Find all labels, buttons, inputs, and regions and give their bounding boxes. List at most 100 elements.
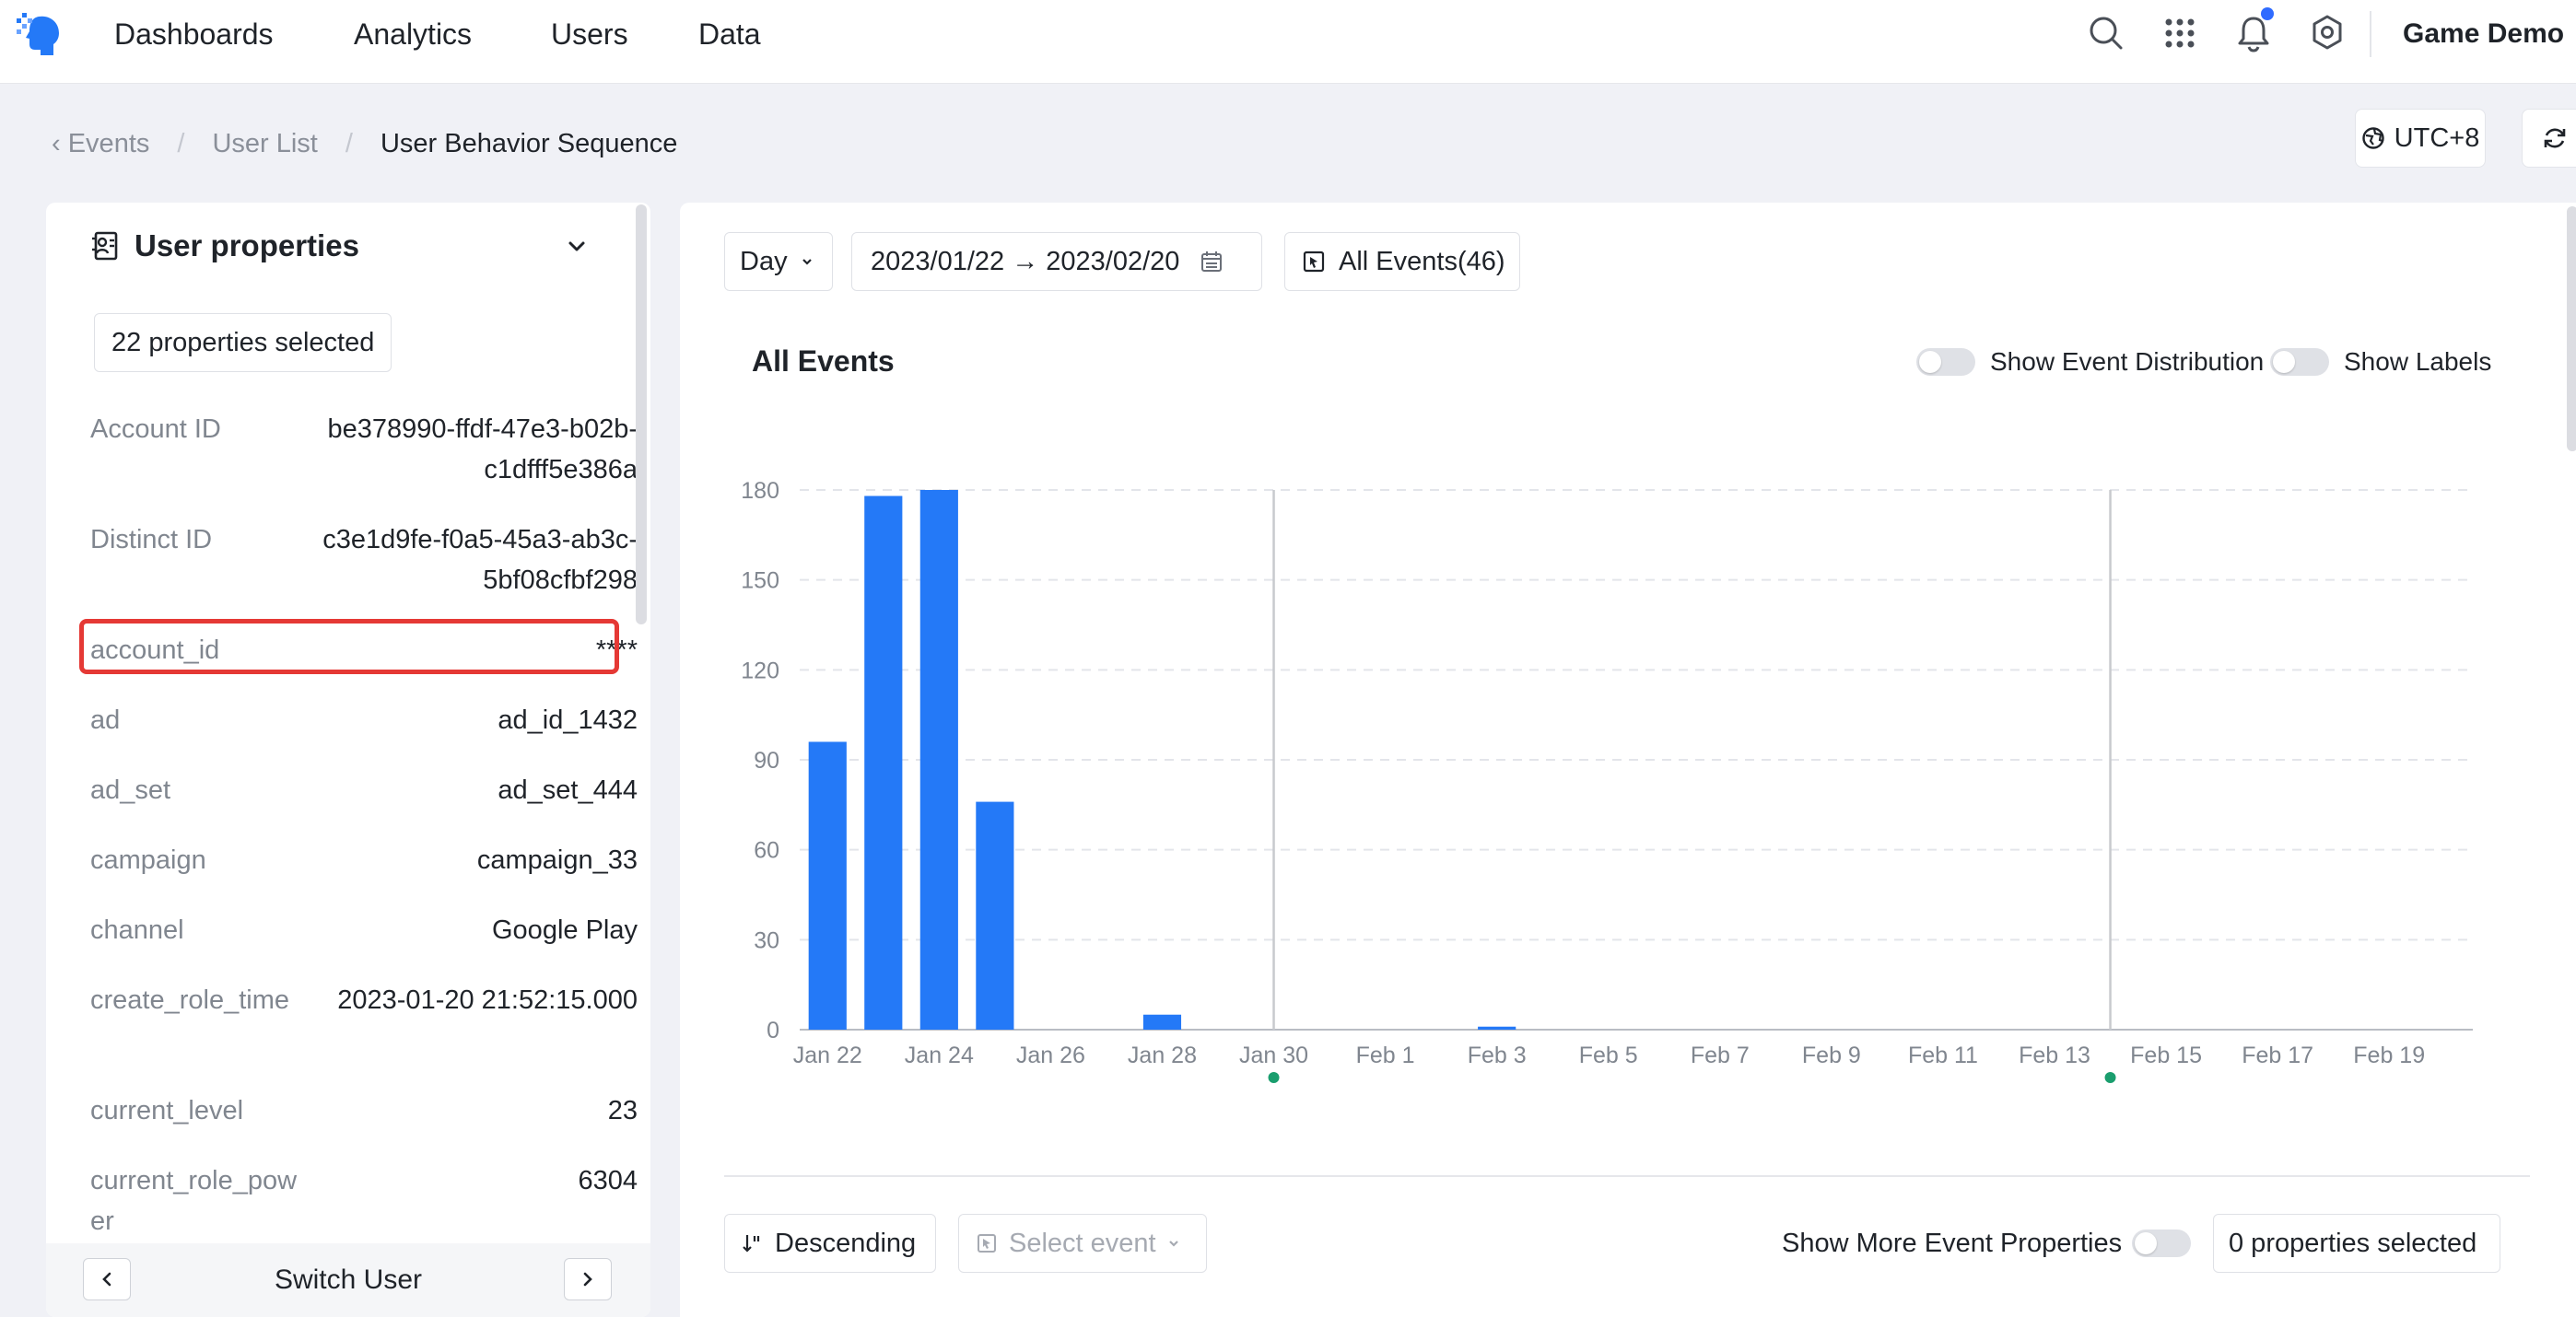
bar (808, 741, 847, 1030)
property-key: account_id (90, 635, 220, 665)
bell-icon[interactable] (2233, 13, 2274, 53)
nav-dashboards[interactable]: Dashboards (114, 17, 274, 51)
apps-grid-icon[interactable] (2160, 13, 2200, 53)
y-tick-label: 90 (754, 748, 779, 774)
back-chevron-icon[interactable]: ‹ (52, 129, 68, 158)
event-distribution-toggle[interactable] (1916, 348, 1975, 376)
show-labels-label: Show Labels (2344, 347, 2492, 376)
y-tick-label: 0 (767, 1018, 779, 1043)
nav-analytics[interactable]: Analytics (354, 17, 473, 51)
logo-icon[interactable] (13, 7, 66, 61)
x-tick-label: Feb 7 (1691, 1043, 1750, 1068)
more-event-properties-label: Show More Event Properties (1782, 1229, 2123, 1258)
y-tick-label: 180 (741, 478, 779, 504)
user-properties-header: User properties (90, 228, 359, 263)
x-tick-label: Feb 9 (1802, 1043, 1861, 1068)
refresh-icon (2544, 128, 2566, 148)
events-filter-button[interactable]: All Events(46) (1284, 232, 1520, 291)
property-value: 23 (607, 1096, 638, 1125)
property-key: current_role_power (90, 1166, 298, 1236)
property-key: Account ID (90, 414, 221, 444)
sort-order-label: Descending (775, 1228, 917, 1258)
toggle-knob (2273, 351, 2295, 373)
event-analysis-panel: Day 2023/01/22 → 2023/02/20 All Events(4… (680, 203, 2576, 1317)
y-tick-label: 150 (741, 568, 779, 594)
toggle-knob (2135, 1232, 2157, 1254)
main-panel-scrollbar[interactable] (2567, 206, 2576, 451)
previous-user-button[interactable] (83, 1258, 131, 1300)
x-tick-label: Feb 13 (2019, 1043, 2090, 1068)
events-bar-chart: 0 30 60 90 120 150 180 Jan 22 Jan 24 Jan 26 Jan 28… (741, 478, 2473, 1083)
x-tick-label: Feb 5 (1579, 1043, 1638, 1068)
user-properties-panel: User properties 22 properties selected A… (46, 203, 650, 1317)
breadcrumb-separator: / (177, 129, 185, 158)
properties-selector[interactable]: 22 properties selected (94, 313, 392, 372)
x-tick-label: Feb 3 (1468, 1043, 1527, 1068)
user-properties-title: User properties (135, 228, 359, 262)
timezone-label: UTC+8 (2394, 122, 2480, 153)
breadcrumb: ‹ Events / User List / User Behavior Sequenc… (52, 127, 677, 160)
settings-icon[interactable] (2307, 13, 2348, 53)
left-panel-scrollbar[interactable] (636, 204, 647, 624)
granularity-select[interactable]: Day (724, 232, 833, 291)
chevron-down-icon (1168, 1241, 1178, 1247)
bar (919, 490, 958, 1030)
switch-user-bar: Switch User (46, 1243, 650, 1317)
chevron-down-icon[interactable] (564, 234, 590, 260)
event-properties-selected-label: 0 properties selected (2229, 1228, 2477, 1258)
section-divider (724, 1175, 2530, 1177)
nav-data[interactable]: Data (698, 17, 761, 51)
bar (976, 801, 1014, 1030)
marker-dot (2104, 1072, 2116, 1083)
event-icon (978, 1234, 996, 1253)
x-tick-label: Feb 19 (2353, 1043, 2425, 1068)
account-id-highlight (79, 619, 619, 674)
property-key: ad (90, 705, 121, 735)
x-tick-label: Feb 1 (1356, 1043, 1415, 1068)
event-icon (1303, 251, 1325, 273)
switch-user-label[interactable]: Switch User (274, 1265, 423, 1295)
x-tick-label: Jan 26 (1016, 1043, 1085, 1068)
nav-users[interactable]: Users (551, 17, 628, 51)
more-event-properties-toggle[interactable] (2132, 1230, 2191, 1257)
events-filter-label: All Events(46) (1339, 246, 1505, 276)
breadcrumb-current: User Behavior Sequence (380, 129, 678, 158)
select-event-dropdown[interactable]: Select event (958, 1214, 1207, 1273)
x-tick-label: Feb 17 (2242, 1043, 2313, 1068)
next-user-button[interactable] (564, 1258, 612, 1300)
breadcrumb-user-list[interactable]: User List (212, 129, 318, 158)
project-selector[interactable]: Game Demo (2403, 18, 2565, 49)
y-tick-label: 120 (741, 658, 779, 683)
property-value: Google Play (492, 915, 638, 945)
breadcrumb-events[interactable]: Events (67, 129, 150, 158)
nav-divider (2370, 11, 2371, 57)
x-tick-label: Jan 24 (905, 1043, 974, 1068)
timezone-button[interactable]: UTC+8 (2355, 109, 2486, 168)
y-tick-label: 60 (754, 838, 779, 864)
calendar-icon (1201, 251, 1223, 272)
property-value: c3e1d9fe-f0a5-45a3-ab3c-5bf08cfbf298 (322, 525, 638, 595)
property-value: be378990-ffdf-47e3-b02b-c1dfff5e386a (327, 414, 638, 484)
select-event-placeholder: Select event (1009, 1228, 1156, 1258)
refresh-button[interactable] (2522, 109, 2576, 168)
search-icon[interactable] (2086, 13, 2126, 53)
property-value: 2023-01-20 21:52:15.000 (337, 985, 638, 1015)
toggle-knob (1919, 351, 1941, 373)
globe-icon (2361, 127, 2384, 149)
x-tick-label: Jan 30 (1239, 1043, 1308, 1068)
sort-order-button[interactable]: Descending (724, 1214, 936, 1273)
chevron-right-icon (583, 1272, 592, 1287)
marker-dot (1268, 1072, 1280, 1083)
bar (1478, 1026, 1516, 1030)
x-tick-label: Jan 28 (1128, 1043, 1197, 1068)
date-range-picker[interactable]: 2023/01/22 → 2023/02/20 (851, 232, 1262, 291)
show-labels-toggle[interactable] (2270, 348, 2329, 376)
bar (1142, 1014, 1182, 1030)
event-properties-selector[interactable]: 0 properties selected (2213, 1214, 2500, 1273)
x-tick-label: Jan 22 (793, 1043, 862, 1068)
property-key: create_role_time (90, 985, 289, 1015)
chevron-down-icon (802, 259, 812, 265)
x-tick-label: Feb 15 (2130, 1043, 2202, 1068)
property-key: current_level (90, 1096, 244, 1125)
bar (864, 495, 903, 1030)
